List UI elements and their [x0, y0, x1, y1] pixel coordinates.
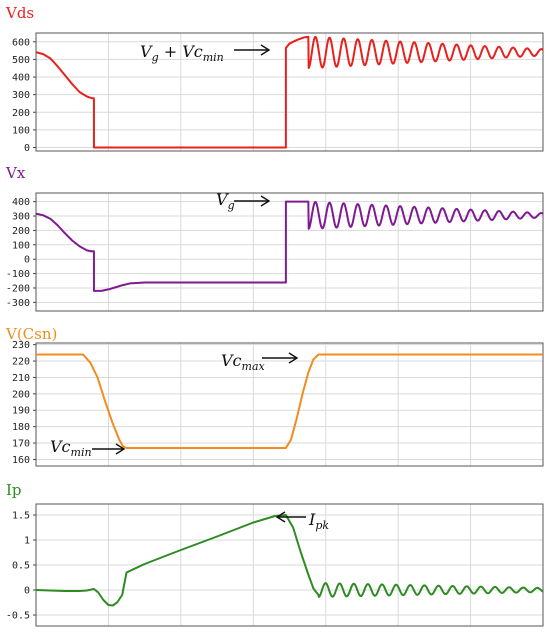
series-line — [36, 353, 543, 449]
annotation-subscript: pk — [315, 519, 329, 532]
annotation-subscript: max — [242, 360, 266, 373]
y-tick-label: 100 — [12, 125, 30, 136]
y-tick-label: 300 — [12, 90, 30, 101]
annotation-subscript: min — [203, 51, 224, 64]
panel-title: V(Csn) — [5, 325, 57, 343]
annotation-subscript: min — [71, 446, 92, 459]
series-line — [35, 200, 544, 292]
annotation-main: Vc — [221, 351, 242, 370]
y-tick-label: 200 — [12, 389, 30, 400]
y-tick-label: 0 — [24, 143, 30, 154]
plot-frame — [35, 342, 544, 467]
series-line — [35, 35, 544, 149]
y-tick-label: 0.5 — [12, 561, 30, 572]
y-tick-label: 500 — [12, 55, 30, 66]
plot-frame — [35, 503, 544, 627]
annotation-arrowhead — [115, 443, 126, 455]
y-tick-label: 220 — [12, 357, 30, 368]
annotation-main: I — [308, 510, 316, 529]
y-tick-label: 1.5 — [12, 511, 30, 522]
y-tick-label: 210 — [12, 373, 30, 384]
plot-frame — [35, 32, 544, 152]
y-tick-label: 160 — [12, 455, 30, 466]
panel-title: Ip — [6, 481, 22, 499]
annotation-main: + Vc — [159, 42, 203, 61]
panel-vx: Vx -300 -200 -100 0 100 200 300 400 Vg — [5, 164, 544, 312]
y-tick-label: 600 — [12, 37, 30, 48]
series-line — [35, 514, 544, 607]
y-tick-label: -100 — [6, 269, 30, 280]
annotation-arrowhead — [260, 44, 271, 56]
annotation-arrowhead — [275, 511, 286, 523]
y-tick-label: 0 — [24, 255, 30, 266]
y-tick-label: 190 — [12, 406, 30, 417]
y-tick-label: 300 — [12, 212, 30, 223]
y-tick-label: -200 — [6, 283, 30, 294]
panel-title: Vds — [5, 4, 34, 22]
annotation-subscript: g — [152, 51, 159, 64]
annotation-label: Vcmax — [221, 351, 266, 373]
annotation-arrowhead — [288, 352, 299, 364]
y-tick-label: -0.5 — [6, 611, 30, 622]
y-tick-label: 230 — [12, 340, 30, 351]
plot-frame — [35, 192, 544, 312]
y-tick-label: 200 — [12, 226, 30, 237]
y-tick-label: 170 — [12, 439, 30, 450]
annotation-label: Vg — [216, 190, 235, 212]
y-tick-label: 1 — [24, 536, 30, 547]
annotation-label: Ipk — [308, 510, 329, 532]
panel-vds: Vds 0 100 200 300 400 500 600 Vg + Vcmin — [5, 4, 544, 154]
y-tick-label: 100 — [12, 240, 30, 251]
annotation-subscript: g — [228, 199, 235, 212]
y-tick-label: 180 — [12, 422, 30, 433]
y-tick-label: -300 — [6, 298, 30, 309]
y-tick-label: 400 — [12, 197, 30, 208]
panel-ip: Ip -0.5 0 0.5 1 1.5 Ipk — [6, 481, 544, 627]
y-tick-label: 0 — [24, 586, 30, 597]
annotation-arrowhead — [260, 195, 271, 207]
annotation-main: V — [140, 42, 153, 61]
y-tick-label: 400 — [12, 73, 30, 84]
annotation-label: Vg + Vcmin — [140, 42, 224, 64]
y-tick-label: 200 — [12, 108, 30, 119]
annotation-main: Vc — [50, 437, 71, 456]
panel-title: Vx — [5, 164, 26, 182]
annotation-label: Vcmin — [50, 437, 92, 459]
annotation-main: V — [216, 190, 229, 209]
